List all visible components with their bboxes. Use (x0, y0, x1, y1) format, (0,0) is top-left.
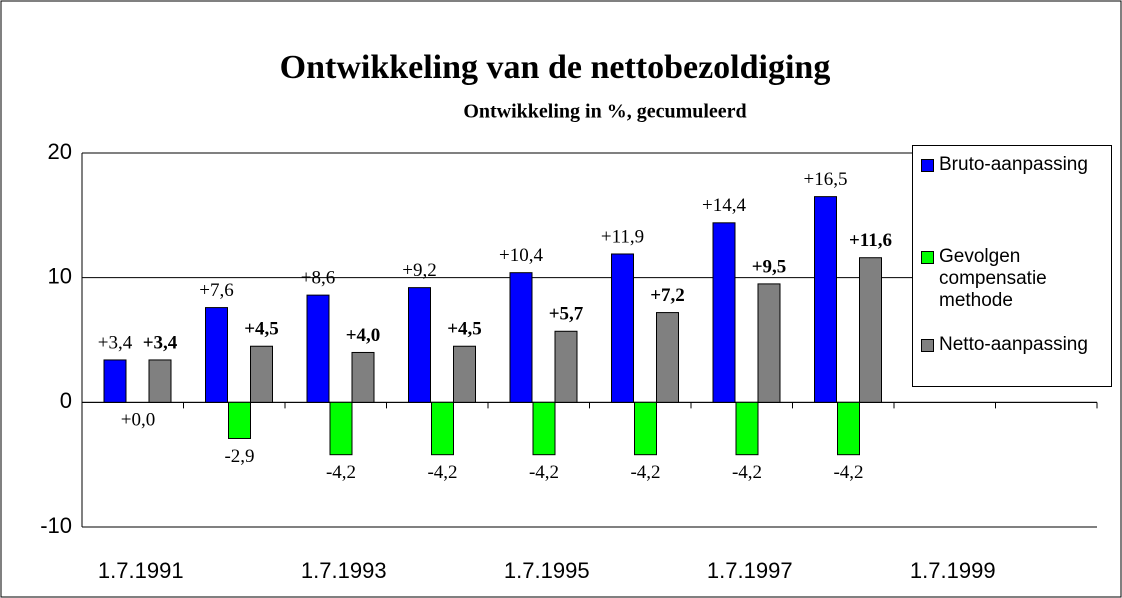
x-tick-label: 1.7.1999 (910, 558, 996, 583)
value-label: +7,6 (199, 280, 233, 301)
value-label: +11,6 (849, 230, 892, 251)
bar (837, 401, 860, 456)
y-tick-label: 10 (48, 263, 72, 288)
bar (554, 330, 578, 403)
value-label: -4,2 (630, 462, 660, 483)
bar (148, 359, 172, 403)
bar (408, 287, 431, 403)
y-tick-label: 20 (48, 139, 72, 164)
legend-swatch (921, 159, 934, 172)
value-label: -2,9 (224, 446, 254, 467)
value-label: +4,5 (244, 319, 279, 340)
bar (431, 401, 454, 456)
bar (814, 196, 837, 403)
value-label: +5,7 (549, 304, 584, 325)
legend-label: Gevolgen compensatie methode (939, 246, 1047, 311)
value-label: -4,2 (326, 462, 356, 483)
bar (611, 253, 634, 403)
legend-swatch (921, 251, 934, 264)
value-label: +9,5 (752, 256, 787, 277)
value-label: +3,4 (98, 332, 133, 353)
value-label: -4,2 (529, 462, 559, 483)
bar (634, 401, 657, 456)
bar (712, 222, 736, 403)
value-label: +8,6 (301, 267, 335, 288)
chart-title: Ontwikkeling van de nettobezoldiging (280, 49, 831, 86)
legend-label: Netto-aanpassing (939, 334, 1088, 355)
x-tick-label: 1.7.1997 (707, 558, 793, 583)
bar (532, 401, 556, 456)
value-label: -4,2 (833, 462, 863, 483)
bar (509, 272, 533, 403)
bar (453, 345, 476, 403)
bar (329, 401, 353, 456)
legend-swatch (921, 339, 934, 352)
value-label: +16,5 (804, 169, 848, 190)
y-tick-label: 0 (60, 388, 72, 413)
legend: Bruto-aanpassing Gevolgen compensatie met… (912, 145, 1112, 387)
x-tick-label: 1.7.1991 (98, 558, 184, 583)
bar (757, 283, 781, 403)
bar (656, 312, 679, 403)
bar (103, 359, 127, 403)
bar (205, 307, 228, 403)
value-label: -4,2 (732, 462, 762, 483)
x-tick-label: 1.7.1995 (504, 558, 590, 583)
bar (250, 345, 273, 403)
y-tick-label: -10 (40, 513, 72, 538)
value-label: -4,2 (427, 462, 457, 483)
legend-label: Bruto-aanpassing (939, 154, 1088, 175)
value-label: +4,5 (447, 319, 482, 340)
chart-subtitle: Ontwikkeling in %, gecumuleerd (463, 101, 746, 123)
value-label: +10,4 (499, 245, 543, 266)
value-label: +11,9 (601, 226, 644, 247)
value-label: +7,2 (650, 285, 685, 306)
value-label: +14,4 (702, 195, 746, 216)
bar (228, 401, 251, 439)
bar (306, 294, 330, 403)
value-label: +0,0 (121, 410, 155, 431)
value-label: +3,4 (143, 332, 178, 353)
bar (735, 401, 759, 456)
bar (859, 257, 882, 403)
value-label: +9,2 (402, 260, 436, 281)
value-label: +4,0 (346, 325, 381, 346)
bar (351, 351, 375, 403)
x-tick-label: 1.7.1993 (301, 558, 387, 583)
